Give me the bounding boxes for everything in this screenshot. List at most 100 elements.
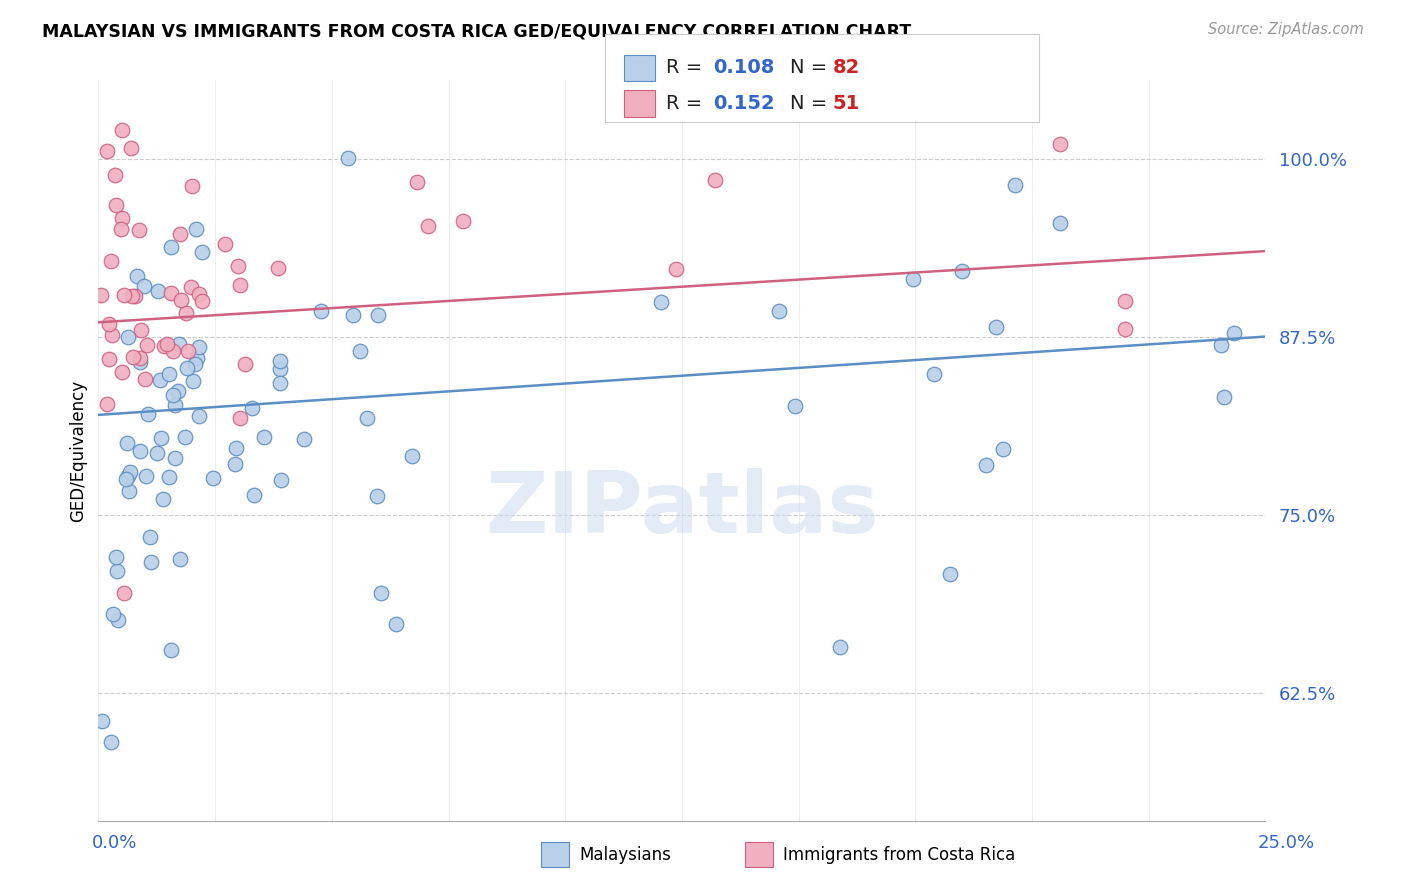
Point	[132, 279, 155, 293]
Point	[169, 227, 191, 242]
Point	[267, 261, 290, 276]
Point	[157, 368, 180, 382]
Point	[650, 295, 672, 310]
Point	[785, 399, 807, 413]
Point	[121, 350, 143, 364]
Text: R =: R =	[666, 94, 709, 113]
Point	[292, 432, 315, 446]
Point	[405, 175, 427, 189]
Point	[366, 489, 388, 503]
Point	[111, 122, 134, 136]
Point	[101, 328, 124, 343]
Point	[226, 259, 249, 273]
Text: 82: 82	[832, 58, 859, 78]
Point	[166, 384, 188, 399]
Point	[135, 469, 157, 483]
Point	[191, 294, 214, 309]
Point	[183, 375, 205, 389]
Point	[127, 269, 149, 284]
Point	[128, 354, 150, 368]
Point	[153, 339, 176, 353]
Point	[1049, 216, 1071, 230]
Point	[242, 488, 264, 502]
Point	[128, 223, 150, 237]
Point	[370, 586, 392, 600]
Point	[451, 214, 474, 228]
Point	[159, 470, 181, 484]
Point	[201, 471, 224, 485]
Point	[342, 308, 364, 322]
Point	[169, 552, 191, 566]
Text: N =: N =	[790, 94, 834, 113]
Point	[100, 253, 122, 268]
Text: N =: N =	[790, 58, 834, 78]
Point	[367, 308, 389, 322]
Point	[134, 372, 156, 386]
Point	[186, 222, 208, 236]
Point	[128, 444, 150, 458]
Point	[110, 222, 132, 236]
Text: ZIPatlas: ZIPatlas	[485, 468, 879, 551]
Point	[167, 337, 190, 351]
Point	[149, 373, 172, 387]
Point	[107, 613, 129, 627]
Point	[252, 430, 274, 444]
Text: 0.108: 0.108	[713, 58, 775, 78]
Point	[177, 343, 200, 358]
Point	[270, 473, 292, 487]
Point	[186, 351, 208, 366]
Text: 0.0%: 0.0%	[91, 834, 136, 852]
Point	[704, 173, 727, 187]
Point	[228, 278, 250, 293]
Point	[115, 436, 138, 450]
Text: 25.0%: 25.0%	[1257, 834, 1315, 852]
Point	[104, 168, 127, 182]
Point	[706, 102, 728, 116]
Point	[828, 640, 851, 654]
Point	[384, 616, 406, 631]
Point	[104, 550, 127, 565]
Point	[1114, 294, 1136, 309]
Point	[124, 289, 146, 303]
Text: Malaysians: Malaysians	[579, 846, 671, 863]
Point	[224, 457, 246, 471]
Point	[139, 530, 162, 544]
Point	[1211, 338, 1233, 352]
Point	[176, 360, 198, 375]
Point	[993, 442, 1015, 457]
Point	[337, 151, 360, 165]
Point	[188, 287, 211, 301]
Point	[214, 237, 236, 252]
Point	[111, 366, 134, 380]
Point	[1004, 178, 1026, 193]
Point	[950, 264, 973, 278]
Point	[103, 607, 125, 622]
Point	[349, 344, 371, 359]
Point	[1049, 137, 1071, 152]
Point	[233, 357, 256, 371]
Point	[97, 318, 120, 332]
Point	[146, 284, 169, 298]
Point	[1213, 390, 1236, 404]
Point	[162, 343, 184, 358]
Point	[309, 303, 332, 318]
Point	[149, 431, 172, 445]
Point	[118, 466, 141, 480]
Point	[994, 102, 1017, 116]
Point	[173, 430, 195, 444]
Point	[225, 441, 247, 455]
Point	[114, 472, 136, 486]
Point	[269, 362, 291, 376]
Point	[117, 484, 139, 499]
Point	[145, 446, 167, 460]
Point	[974, 458, 997, 472]
Point	[187, 409, 209, 423]
Point	[229, 410, 252, 425]
Point	[100, 735, 122, 749]
Point	[269, 353, 291, 368]
Point	[165, 451, 187, 466]
Point	[184, 357, 207, 371]
Point	[269, 376, 291, 391]
Point	[159, 240, 181, 254]
Point	[105, 565, 128, 579]
